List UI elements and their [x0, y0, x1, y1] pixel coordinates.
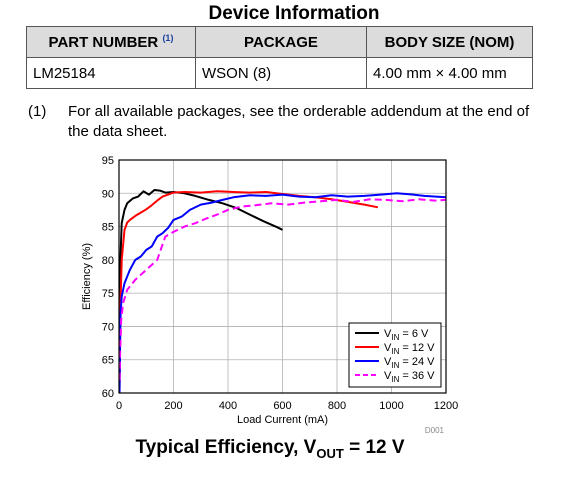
x-tick-label: 1200	[434, 400, 458, 412]
footnote-number: (1)	[28, 103, 47, 120]
header-package: PACKAGE	[195, 26, 367, 58]
x-tick-label: 800	[328, 400, 346, 412]
chart-caption: Typical Efficiency, VOUT = 12 V	[0, 437, 540, 461]
y-tick-label: 70	[102, 321, 114, 333]
header-body-size: BODY SIZE (NOM)	[366, 26, 533, 58]
legend-entry: VIN = 6 V	[384, 328, 429, 342]
cell-package: WSON (8)	[195, 57, 367, 89]
caption-sub: OUT	[316, 445, 344, 461]
cell-part-number: LM25184	[26, 57, 196, 89]
legend-entry: VIN = 36 V	[384, 370, 435, 384]
footnote-ref[interactable]: (1)	[162, 33, 174, 43]
cell-body-size: 4.00 mm × 4.00 mm	[366, 57, 533, 89]
device-info-table: PART NUMBER (1) PACKAGE BODY SIZE (NOM) …	[26, 26, 533, 89]
series-line-4	[118, 198, 447, 380]
x-tick-label: 0	[116, 400, 122, 412]
y-tick-label: 95	[102, 155, 114, 167]
series-line-3	[118, 192, 447, 394]
y-tick-label: 85	[102, 222, 114, 234]
series-line-1	[118, 189, 283, 380]
caption-main: Typical Efficiency, V	[135, 437, 317, 458]
chart-id-label: D001	[425, 426, 445, 435]
legend-entry: VIN = 12 V	[384, 342, 435, 356]
x-tick-label: 400	[219, 400, 237, 412]
x-tick-label: 1000	[379, 400, 403, 412]
caption-tail: = 12 V	[343, 437, 405, 458]
x-tick-label: 200	[164, 400, 182, 412]
efficiency-chart: 0 200 400 600 800 1000 1200 60 65 70 75 80 85 90 95 Loa…	[81, 155, 458, 435]
y-tick-label: 65	[102, 355, 114, 367]
y-tick-label: 80	[102, 255, 114, 267]
y-tick-label: 60	[102, 388, 114, 400]
x-tick-label: 600	[273, 400, 291, 412]
legend-entry: VIN = 24 V	[384, 356, 435, 370]
table-row: LM25184 WSON (8) 4.00 mm × 4.00 mm	[26, 57, 533, 89]
x-axis-label: Load Current (mA)	[237, 414, 328, 426]
y-axis-label: Efficiency (%)	[81, 243, 93, 310]
table-title: Device Information	[208, 3, 380, 24]
series-line-2	[118, 190, 379, 394]
plot-frame	[118, 159, 447, 394]
y-tick-label: 90	[102, 188, 114, 200]
footnote-text: For all available packages, see the orde…	[68, 103, 530, 140]
header-part-number: PART NUMBER (1)	[26, 26, 196, 58]
table-header-row: PART NUMBER (1) PACKAGE BODY SIZE (NOM)	[26, 26, 533, 58]
y-tick-label: 75	[102, 288, 114, 300]
